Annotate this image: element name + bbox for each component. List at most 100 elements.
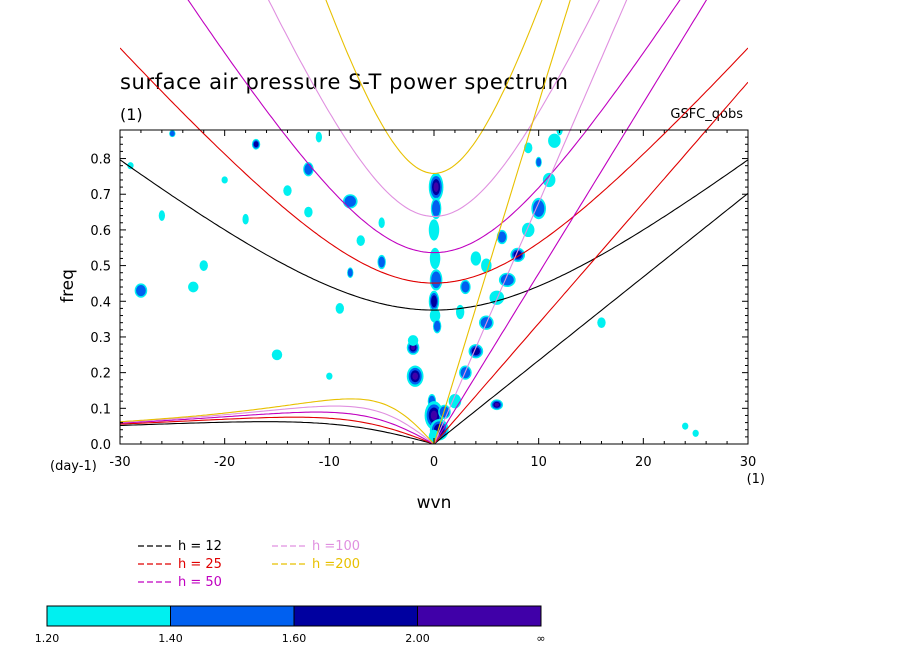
chart-subtitle: (1) [120,105,143,124]
contour-blob-23-level-1 [532,200,545,217]
colorbar-label-4: ∞ [536,632,545,645]
x-tick-label: -30 [109,455,130,470]
contour-blob-40-level-0 [407,335,419,346]
legend-label-h100: h =100 [312,539,360,554]
contour-blob-53-level-0 [378,217,385,229]
legend-label-h50: h = 50 [178,575,222,590]
y-tick-label: 0.7 [90,188,111,203]
x-tick-label: 10 [530,455,547,470]
contour-blob-45-level-1 [169,130,175,137]
contour-blob-30-level-1 [461,281,470,293]
rossby-curve-h12 [120,421,435,444]
y-tick-label: 0.2 [90,367,111,382]
ig-curve-h50 [187,0,681,254]
contour-blob-44-level-0 [199,260,208,271]
ig-curve-h100 [267,0,601,217]
axis-ticks: -30 -20 -10 0 10 20 30 0.0 0.1 0.2 0.3 0.4 0.5 0.6 0.7… [90,130,756,470]
contour-blob-54-level-0 [597,317,606,329]
rossby-curve-h50 [120,411,435,444]
ig-curve-h200 [325,0,543,174]
kelvin-curve-h50 [433,0,708,444]
contour-blob-36-level-0 [271,349,283,361]
contour-blob-13-level-3 [410,345,416,351]
y-tick-label: 0.6 [90,224,111,239]
contour-blob-41-level-0 [335,303,344,314]
contour-blob-51-level-0 [315,131,323,143]
y-unit-label: (day-1) [50,459,97,474]
contour-blob-52-level-1 [347,268,353,277]
contour-blob-47-level-0 [221,176,228,184]
contour-fill-layer [127,130,699,444]
legend-label-h12: h = 12 [178,539,222,554]
x-tick-label: -10 [319,455,340,470]
contour-blob-9-level-3 [430,410,438,421]
curve-legend: h = 12 h = 25 h = 50 h =100 h =200 [138,539,360,590]
dispersion-curves-layer [120,0,748,444]
contour-blob-32-level-1 [304,163,313,175]
contour-blob-59-level-1 [536,157,542,167]
contour-blob-2-level-0 [428,219,440,241]
contour-blob-5-level-2 [431,295,437,308]
contour-blob-29-level-0 [470,251,482,266]
contour-blob-49-level-0 [158,210,166,221]
contour-blob-35-level-0 [188,281,199,293]
contour-blob-3-level-0 [429,247,441,270]
y-tick-label: 0.4 [90,295,111,310]
kelvin-curve-h12 [433,192,748,444]
kelvin-curve-h25 [433,81,748,444]
legend-label-h25: h = 25 [178,557,222,572]
contour-blob-1-level-1 [432,200,441,217]
x-tick-label: 0 [430,455,438,470]
contour-blob-42-level-0 [304,206,313,218]
contour-blob-28-level-1 [497,231,507,243]
contour-blob-0-level-3 [433,182,439,192]
colorbar-segment-0 [46,605,171,627]
colorbar-segment-1 [170,605,295,627]
contour-blob-27-level-0 [481,258,492,273]
colorbar-label-2: 1.60 [282,632,307,645]
y-tick-label: 0.8 [90,153,111,168]
contour-blob-55-level-0 [682,422,689,430]
x-tick-label: -20 [214,455,235,470]
contour-blob-12-level-3 [412,372,419,380]
contour-blob-56-level-0 [692,429,699,437]
contour-blob-6-level-0 [429,308,441,323]
contour-blob-33-level-2 [253,141,259,148]
contour-blob-26-level-3 [494,402,499,407]
ig-curve-h25 [120,47,748,284]
colorbar-label-1: 1.40 [158,632,183,645]
contour-blob-39-level-1 [378,256,385,268]
x-unit-label: (1) [747,472,765,487]
contour-blob-25-level-0 [548,133,561,148]
kelvin-curve-h100 [433,0,628,444]
colorbar-label-3: 2.00 [405,632,430,645]
rossby-curve-h200 [120,398,435,444]
colorbar-segment-3 [417,605,542,627]
y-tick-label: 0.0 [90,438,111,453]
contour-blob-7-level-1 [433,320,441,332]
y-axis-label: freq [58,269,78,303]
colorbar: 1.20 1.40 1.60 2.00 ∞ [35,605,546,645]
contour-blob-46-level-0 [127,162,134,170]
contour-blob-50-level-0 [326,372,333,380]
contour-blob-19-level-0 [489,290,505,305]
ig-curve-h12 [120,159,748,311]
legend-label-h200: h =200 [312,557,360,572]
contour-blob-31-level-0 [455,304,465,320]
colorbar-label-0: 1.20 [35,632,60,645]
x-axis-label: wvn [417,493,452,513]
contour-blob-4-level-1 [431,271,441,289]
y-tick-label: 0.5 [90,260,111,275]
contour-blob-43-level-0 [283,185,292,197]
y-tick-label: 0.3 [90,331,111,346]
x-tick-label: 30 [740,455,757,470]
source-label: GSFC_qobs [670,107,743,122]
chart-title: surface air pressure S-T power spectrum [120,70,569,94]
rossby-curve-h100 [120,405,435,444]
x-tick-label: 20 [635,455,652,470]
kelvin-curve-h200 [433,0,571,444]
rossby-curve-h25 [120,416,435,444]
contour-blob-37-level-1 [344,195,356,207]
